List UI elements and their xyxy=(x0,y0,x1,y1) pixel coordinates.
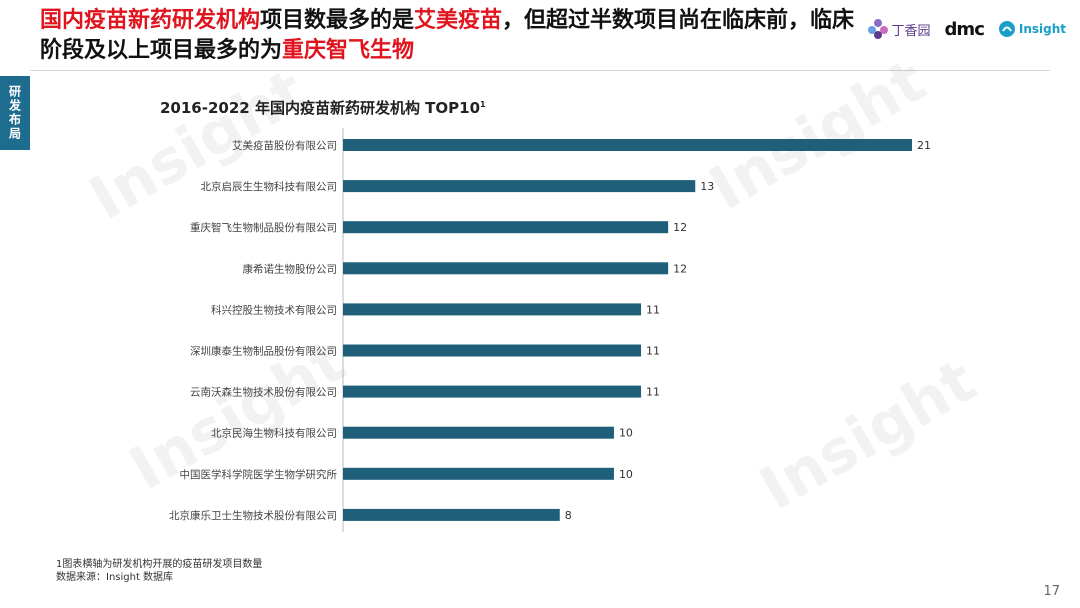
section-tab: 研发布局 xyxy=(0,76,30,150)
footnote-line2: 数据来源：Insight 数据库 xyxy=(56,572,174,583)
footnote-line1: 1图表横轴为研发机构开展的疫苗研发项目数量 xyxy=(56,559,263,570)
bar xyxy=(343,262,669,275)
data-label: 11 xyxy=(646,345,660,358)
page-number: 17 xyxy=(1043,584,1060,599)
dxy-flower-icon xyxy=(867,19,888,39)
bar xyxy=(343,385,642,398)
bar xyxy=(343,426,614,439)
category-label: 深圳康泰生物制品股份有限公司 xyxy=(190,345,337,358)
data-label: 21 xyxy=(917,139,931,152)
bar xyxy=(343,139,912,151)
dmc-logo: dmc xyxy=(944,18,985,40)
dxy-logo-text: 丁香园 xyxy=(891,23,931,39)
chart-title-footnote-mark: 1 xyxy=(480,100,486,109)
bar xyxy=(343,467,614,480)
data-label: 10 xyxy=(619,468,633,481)
bar xyxy=(343,180,696,193)
data-label: 8 xyxy=(565,509,572,522)
headline-part4: ，但超过半数项目尚在临床前，临床阶段及以上项目最多的为 xyxy=(40,8,855,63)
data-label: 12 xyxy=(673,221,687,234)
category-label: 北京康乐卫士生物技术股份有限公司 xyxy=(169,509,337,522)
data-label: 11 xyxy=(646,303,660,316)
headline-part5: 重庆智飞生物 xyxy=(282,38,415,63)
category-label: 科兴控股生物技术有限公司 xyxy=(211,303,337,316)
data-label: 11 xyxy=(646,386,660,399)
bar xyxy=(343,221,669,234)
dxy-logo: 丁香园 xyxy=(867,18,931,40)
chart-title: 2016-2022 年国内疫苗新药研发机构 TOP101 xyxy=(160,97,486,118)
headline-part3: 艾美疫苗 xyxy=(414,8,503,33)
chart-title-text: 2016-2022 年国内疫苗新药研发机构 TOP10 xyxy=(160,99,481,117)
headline-part1: 国内疫苗新药研发机构 xyxy=(40,8,261,33)
bar xyxy=(343,508,560,521)
bar xyxy=(343,344,642,357)
logo-bar: 丁香园 dmc Insight xyxy=(867,18,1066,40)
category-label: 康希诺生物股份公司 xyxy=(243,262,338,275)
headline: 国内疫苗新药研发机构项目数最多的是艾美疫苗，但超过半数项目尚在临床前，临床阶段及… xyxy=(40,6,870,66)
bar xyxy=(343,303,642,316)
insight-logo-icon xyxy=(998,21,1015,37)
category-label: 中国医学科学院医学生物学研究所 xyxy=(180,468,338,481)
category-label: 云南沃森生物技术股份有限公司 xyxy=(190,386,337,399)
insight-logo-text: Insight xyxy=(1018,22,1066,36)
data-label: 12 xyxy=(673,262,687,275)
data-label: 10 xyxy=(619,427,633,440)
category-label: 北京启辰生生物科技有限公司 xyxy=(201,180,338,193)
insight-logo: Insight xyxy=(998,20,1066,38)
data-label: 13 xyxy=(700,180,714,193)
footnote: 1图表横轴为研发机构开展的疫苗研发项目数量 数据来源：Insight 数据库 xyxy=(56,558,262,584)
dmc-logo-text: dmc xyxy=(944,18,985,40)
category-label: 重庆智飞生物制品股份有限公司 xyxy=(190,221,337,234)
category-label: 北京民海生物科技有限公司 xyxy=(211,427,337,440)
header-divider xyxy=(30,70,1050,71)
headline-part2: 项目数最多的是 xyxy=(260,8,415,33)
category-label: 艾美疫苗股份有限公司 xyxy=(232,139,337,152)
